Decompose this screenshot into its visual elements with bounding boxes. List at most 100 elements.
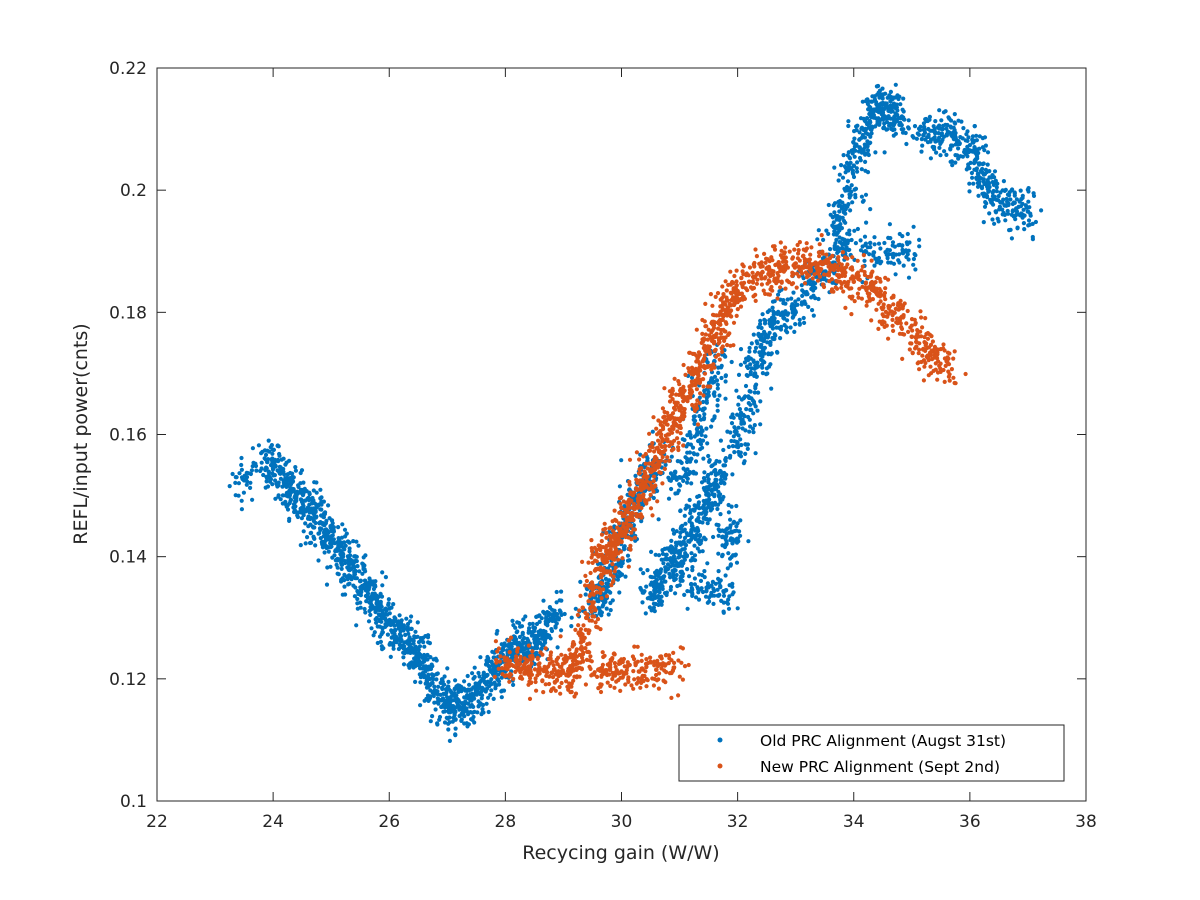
data-point-cloud xyxy=(651,601,657,606)
data-point-cloud xyxy=(604,606,609,611)
data-point-cloud xyxy=(792,312,797,317)
data-point-cloud xyxy=(745,365,751,371)
data-point-cloud xyxy=(1020,201,1025,206)
data-point-cloud xyxy=(522,635,527,641)
data-point-cloud xyxy=(348,553,353,558)
data-point-cloud xyxy=(647,448,653,453)
data-point-cloud xyxy=(408,626,414,632)
data-point-cloud xyxy=(652,466,657,471)
data-point-cloud xyxy=(530,649,535,654)
data-point-cloud xyxy=(499,675,504,680)
data-point-cloud xyxy=(472,665,477,670)
data-point-cloud xyxy=(659,602,664,607)
data-point-cloud xyxy=(424,696,429,702)
data-point-cloud xyxy=(986,186,991,191)
data-point-cloud xyxy=(289,480,294,485)
data-point-cloud xyxy=(557,684,562,690)
data-point-cloud xyxy=(888,89,894,94)
data-point-cloud xyxy=(342,558,347,564)
data-point-cloud xyxy=(890,109,895,114)
data-point-cloud xyxy=(716,321,721,326)
data-point-cloud xyxy=(576,660,581,665)
data-point-cloud xyxy=(580,659,586,664)
data-point-cloud xyxy=(732,273,737,279)
data-point-cloud xyxy=(532,628,537,634)
data-point-cloud xyxy=(705,441,710,446)
data-point-cloud xyxy=(949,143,954,148)
data-point-cloud xyxy=(693,471,699,476)
data-point-cloud xyxy=(834,237,839,242)
data-point-cloud xyxy=(656,602,661,608)
data-point-cloud xyxy=(541,643,546,648)
data-point-cloud xyxy=(627,457,633,462)
data-point-cloud xyxy=(718,331,724,336)
data-point-cloud xyxy=(316,558,321,563)
data-point-cloud xyxy=(846,150,851,155)
data-point-cloud xyxy=(660,436,665,441)
data-point-cloud xyxy=(835,214,840,219)
data-point-cloud xyxy=(595,617,601,622)
data-point-cloud xyxy=(728,537,733,543)
data-point-cloud xyxy=(346,539,351,544)
data-point-cloud xyxy=(664,592,669,598)
data-point-cloud xyxy=(519,642,524,647)
data-point-cloud xyxy=(682,513,687,518)
data-point-cloud xyxy=(832,165,837,170)
data-point-cloud xyxy=(277,453,282,458)
data-point-cloud xyxy=(361,555,366,560)
data-point-cloud xyxy=(276,459,281,464)
data-point-cloud xyxy=(599,532,605,537)
data-point-cloud xyxy=(409,614,414,619)
data-point-cloud xyxy=(401,623,406,628)
data-point-cloud xyxy=(834,217,839,222)
data-point-cloud xyxy=(248,480,253,485)
data-point-cloud xyxy=(843,220,848,225)
data-point-cloud xyxy=(846,168,851,173)
data-point-cloud xyxy=(416,640,422,645)
data-point-cloud xyxy=(586,560,591,565)
data-point-cloud xyxy=(676,488,681,493)
data-point-cloud xyxy=(1009,236,1015,241)
data-point-cloud xyxy=(1028,211,1033,216)
data-point-cloud xyxy=(702,412,707,417)
data-point-cloud xyxy=(685,480,690,485)
data-point-cloud xyxy=(478,701,483,706)
data-point-cloud xyxy=(654,568,660,573)
data-point-cloud xyxy=(547,661,553,666)
data-point-cloud xyxy=(462,695,467,700)
data-point-cloud xyxy=(239,507,244,512)
data-point-cloud xyxy=(1001,179,1007,184)
data-point-cloud xyxy=(656,517,661,522)
data-point-cloud xyxy=(642,473,648,478)
data-point-cloud xyxy=(280,493,285,498)
data-point-cloud xyxy=(736,445,741,450)
data-point-cloud xyxy=(519,624,525,629)
data-point-cloud xyxy=(886,260,891,265)
data-point-cloud xyxy=(276,483,281,488)
data-point-cloud xyxy=(657,470,662,475)
data-point-cloud xyxy=(698,578,704,584)
data-point-cloud xyxy=(354,539,359,544)
data-point-cloud xyxy=(645,568,650,573)
data-point-cloud xyxy=(678,475,683,480)
data-point-cloud xyxy=(380,583,385,588)
data-point-cloud xyxy=(709,321,714,326)
data-point-cloud xyxy=(667,432,672,437)
data-point-cloud xyxy=(296,484,301,489)
data-point-cloud xyxy=(691,417,696,422)
data-point-cloud xyxy=(726,510,732,515)
data-point-cloud xyxy=(465,673,470,679)
data-point-cloud xyxy=(918,128,923,133)
data-point-cloud xyxy=(667,571,672,577)
data-point-cloud xyxy=(867,252,872,257)
data-point-cloud xyxy=(557,608,562,613)
data-point-cloud xyxy=(862,258,867,263)
data-point-cloud xyxy=(780,310,785,315)
data-point-cloud xyxy=(844,160,850,165)
data-point-cloud xyxy=(993,210,999,215)
data-point-cloud xyxy=(550,618,555,624)
data-point-cloud xyxy=(753,451,758,456)
data-point-cloud xyxy=(480,707,485,712)
data-point-cloud xyxy=(368,612,373,618)
data-point-cloud xyxy=(771,312,776,317)
